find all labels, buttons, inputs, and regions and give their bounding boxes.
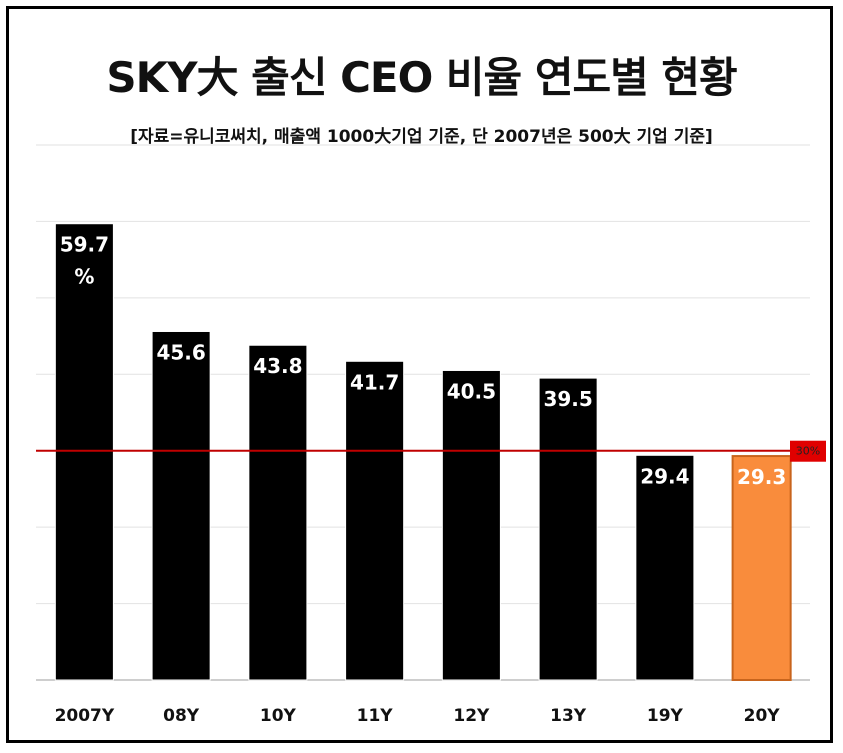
data-label: 40.5 [447,379,496,403]
x-tick-label: 10Y [260,706,297,726]
data-label: 29.3 [737,465,786,489]
bar [441,369,501,681]
bar [345,360,405,681]
data-label: 43.8 [253,354,302,378]
reference-line-label: 30% [796,445,820,458]
data-label: 29.4 [640,464,689,488]
chart-subtitle: [자료=유니코써치, 매출액 1000大기업 기준, 단 2007년은 500大… [130,127,713,147]
x-tick-label: 11Y [357,706,394,726]
x-tick-label: 20Y [744,706,781,726]
data-label: 45.6 [156,340,205,364]
bar [54,223,114,681]
data-label: 39.5 [543,387,592,411]
data-label: 59.7% [60,233,109,289]
x-tick-label: 08Y [163,706,200,726]
chart-title: SKY大 출신 CEO 비율 연도별 현황 [106,53,737,102]
reference-line-badge [790,440,826,462]
bar [248,344,308,681]
bar [731,455,792,682]
x-tick-label: 13Y [550,706,587,726]
data-label: 41.7 [350,370,399,394]
bar [538,377,598,681]
x-tick-label: 12Y [453,706,490,726]
x-tick-label: 2007Y [55,706,115,726]
bar [151,330,211,681]
bar [635,454,695,681]
x-tick-label: 19Y [647,706,684,726]
